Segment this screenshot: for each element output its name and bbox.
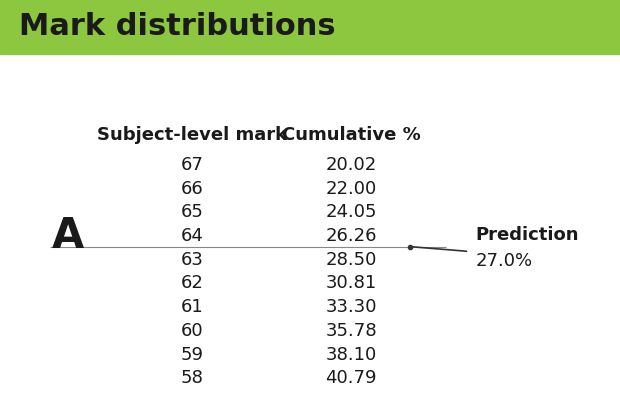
Text: Cumulative %: Cumulative % — [282, 126, 421, 144]
Text: 63: 63 — [180, 251, 203, 269]
Text: 65: 65 — [180, 203, 203, 221]
Text: 22.00: 22.00 — [326, 180, 377, 197]
Text: 59: 59 — [180, 346, 203, 363]
Text: A: A — [52, 215, 84, 257]
Text: 66: 66 — [180, 180, 203, 197]
Text: 35.78: 35.78 — [326, 322, 377, 340]
Text: 27.0%: 27.0% — [475, 252, 533, 271]
Text: 24.05: 24.05 — [326, 203, 377, 221]
Text: 40.79: 40.79 — [326, 369, 377, 387]
Text: 61: 61 — [180, 298, 203, 316]
Text: 28.50: 28.50 — [326, 251, 377, 269]
Text: 30.81: 30.81 — [326, 274, 377, 292]
Text: 62: 62 — [180, 274, 203, 292]
Text: 64: 64 — [180, 227, 203, 245]
Text: 38.10: 38.10 — [326, 346, 377, 363]
Text: Mark distributions: Mark distributions — [19, 12, 335, 41]
Text: 67: 67 — [180, 156, 203, 174]
Text: Prediction: Prediction — [475, 226, 578, 244]
Text: 33.30: 33.30 — [326, 298, 377, 316]
Text: 26.26: 26.26 — [326, 227, 377, 245]
Text: Subject-level mark: Subject-level mark — [97, 126, 287, 144]
Text: 58: 58 — [180, 369, 203, 387]
Text: 20.02: 20.02 — [326, 156, 377, 174]
Text: 60: 60 — [180, 322, 203, 340]
